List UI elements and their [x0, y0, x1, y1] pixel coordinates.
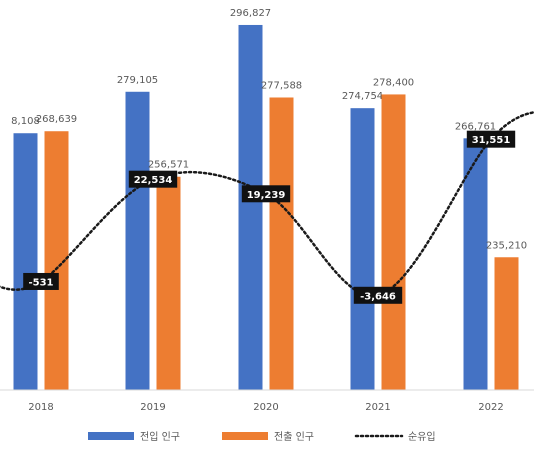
legend: 전입 인구 전출 인구 순유입	[88, 430, 436, 443]
bar-label-outflow-2020: 277,588	[261, 80, 302, 91]
bar-label-inflow-2019: 279,105	[117, 75, 158, 86]
net-label-2019: 22,534	[134, 175, 173, 186]
net-line-layer: -531 22,534 19,239 -3,646 31,551	[0, 110, 534, 304]
bar-outflow-2020	[269, 97, 294, 391]
legend-swatch-outflow	[222, 432, 268, 440]
bar-label-inflow-2020: 296,827	[230, 8, 271, 19]
net-label-box-2020	[241, 185, 291, 203]
x-tick-2021: 2021	[365, 402, 390, 413]
bar-label-inflow-2022: 266,761	[455, 121, 496, 132]
bar-inflow-2019	[125, 91, 150, 391]
legend-label-outflow: 전출 인구	[274, 431, 314, 443]
net-inflow-line	[0, 110, 534, 298]
x-tick-2018: 2018	[28, 402, 53, 413]
bar-inflow-2018	[13, 133, 38, 390]
bar-label-outflow-2019: 256,571	[148, 160, 189, 171]
net-label-box-2022	[466, 130, 516, 148]
x-tick-2022: 2022	[478, 402, 503, 413]
net-label-2022: 31,551	[472, 135, 511, 146]
x-tick-2020: 2020	[253, 402, 278, 413]
net-label-2021: -3,646	[360, 291, 396, 302]
x-tick-2019: 2019	[140, 402, 165, 413]
bar-outflow-2021	[381, 94, 406, 390]
bar-outflow-2019	[156, 176, 181, 390]
bar-label-inflow-2018: 8,108	[11, 116, 40, 127]
bar-inflow-2022	[463, 138, 488, 390]
net-label-box-2019	[128, 170, 178, 188]
bar-label-outflow-2018: 268,639	[36, 114, 77, 125]
net-label-2018: -531	[28, 277, 53, 288]
bar-outflow-2022	[494, 257, 519, 390]
net-label-box-2021	[353, 286, 403, 304]
bar-label-outflow-2022: 235,210	[486, 240, 527, 251]
legend-label-net: 순유입	[408, 430, 436, 443]
legend-label-inflow: 전입 인구	[140, 430, 180, 443]
legend-swatch-inflow	[88, 432, 134, 440]
bar-label-outflow-2021: 278,400	[373, 77, 414, 88]
net-label-box-2018	[23, 272, 59, 290]
bar-label-inflow-2021: 274,754	[342, 91, 383, 102]
bar-inflow-2020	[238, 24, 263, 390]
bar-inflow-2021	[350, 108, 375, 390]
net-label-2020: 19,239	[247, 190, 286, 201]
x-axis-ticks: 2018 2019 2020 2021 2022	[28, 402, 503, 413]
